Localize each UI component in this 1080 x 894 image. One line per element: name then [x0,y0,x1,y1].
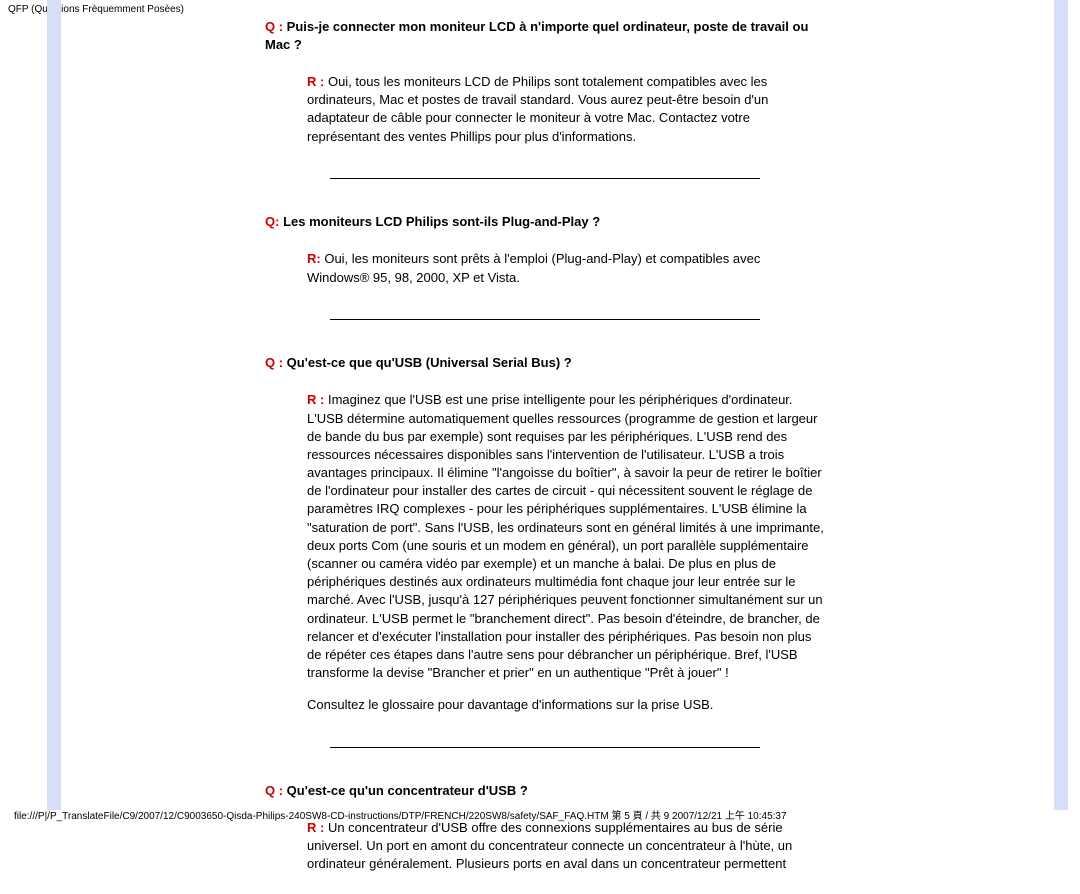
footer-file-path: file:///P|/P_TranslateFile/C9/2007/12/C9… [14,807,787,822]
q-label: Q: [265,214,279,229]
faq-answer: R: Oui, les moniteurs sont prêts à l'emp… [265,250,825,286]
faq-item: Q : Qu'est-ce que qu'USB (Universal Seri… [265,354,825,715]
q-label: Q : [265,19,283,34]
faq-answer: R : Imaginez que l'USB est une prise int… [265,391,825,682]
r-label: R : [307,820,324,835]
faq-question: Q : Qu'est-ce qu'un concentrateur d'USB … [265,782,825,800]
faq-answer: R : Un concentrateur d'USB offre des con… [265,819,825,874]
faq-question: Q : Qu'est-ce que qu'USB (Universal Seri… [265,354,825,372]
q-label: Q : [265,783,283,798]
right-border-bar [1054,0,1068,810]
q-label: Q : [265,355,283,370]
divider [330,178,760,179]
r-text: Imaginez que l'USB est une prise intelli… [307,392,824,680]
r-text: Oui, les moniteurs sont prêts à l'emploi… [307,251,760,284]
r-text: Un concentrateur d'USB offre des connexi… [307,820,792,871]
q-text: Qu'est-ce qu'un concentrateur d'USB ? [283,783,528,798]
q-text: Les moniteurs LCD Philips sont-ils Plug-… [279,214,600,229]
r-text: Oui, tous les moniteurs LCD de Philips s… [307,74,768,144]
faq-item: Q : Qu'est-ce qu'un concentrateur d'USB … [265,782,825,874]
faq-question: Q: Les moniteurs LCD Philips sont-ils Pl… [265,213,825,231]
faq-content: Q : Puis-je connecter mon moniteur LCD à… [265,18,825,894]
faq-question: Q : Puis-je connecter mon moniteur LCD à… [265,18,825,53]
left-border-bar [47,0,61,810]
faq-answer: R : Oui, tous les moniteurs LCD de Phili… [265,73,825,146]
r-label: R : [307,392,324,407]
faq-item: Q : Puis-je connecter mon moniteur LCD à… [265,18,825,146]
q-text: Puis-je connecter mon moniteur LCD à n'i… [265,19,808,52]
page-header: QFP (Questions Frèquemment Posèes) [0,0,192,19]
q-text: Qu'est-ce que qu'USB (Universal Serial B… [283,355,572,370]
faq-extra-note: Consultez le glossaire pour davantage d'… [265,696,825,714]
divider [330,747,760,748]
r-label: R: [307,251,321,266]
r-label: R : [307,74,324,89]
faq-item: Q: Les moniteurs LCD Philips sont-ils Pl… [265,213,825,287]
divider [330,319,760,320]
